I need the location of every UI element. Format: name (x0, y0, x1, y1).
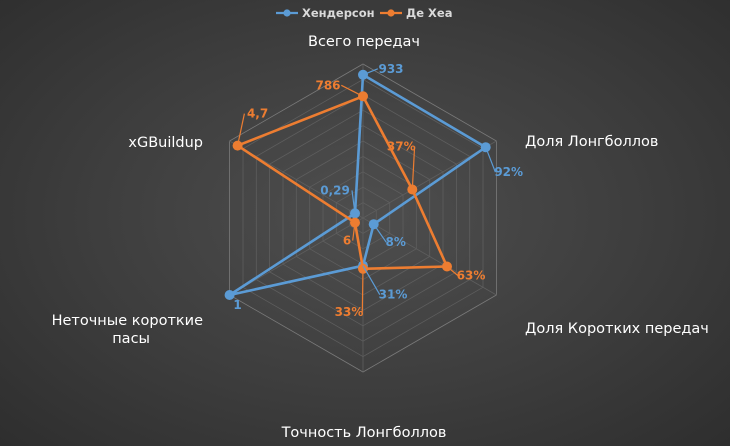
legend-item: Де Хеа (380, 6, 452, 20)
data-label: 92% (494, 165, 523, 179)
legend-label: Де Хеа (406, 6, 452, 20)
leader-line (361, 268, 364, 312)
axis-label: Точность Лонгболлов (281, 425, 447, 441)
legend-marker (387, 9, 395, 17)
axis-label: Всего передач (308, 34, 420, 50)
data-label: 31% (379, 288, 408, 302)
axis-label: Неточные короткие пасы (52, 313, 204, 347)
leader-line (411, 146, 416, 190)
radar-series-layer (224, 69, 491, 300)
data-label: 933 (378, 62, 403, 76)
axis-label: Доля Лонгболлов (525, 134, 658, 150)
leader-line (237, 113, 245, 146)
chart-legend: Хендерсон Де Хеа (276, 6, 452, 20)
axis-label: Доля Коротких передач (525, 321, 709, 337)
data-label: 37% (387, 140, 416, 154)
leader-line (446, 266, 459, 276)
data-label: 4,7 (247, 107, 268, 121)
series-marker-0 (224, 290, 235, 300)
radar-data-labels: 933 92% 8% 31% 1 0,29 786 37% 63% 33% 6 4,7 (233, 62, 523, 319)
axis-spoke (362, 217, 497, 296)
leader-line (341, 84, 364, 97)
radar-grid (229, 63, 497, 373)
leader-line (351, 190, 356, 214)
legend-item: Хендерсон (276, 6, 375, 20)
leader-line (362, 68, 379, 76)
axis-label: xGBuildup (128, 135, 203, 151)
data-label: 8% (386, 235, 406, 249)
axis-spoke (229, 217, 364, 296)
data-label: 6 (343, 234, 351, 248)
leader-line (373, 223, 387, 243)
data-label: 1 (233, 298, 241, 312)
leader-line (485, 146, 496, 173)
leader-line (362, 265, 381, 296)
data-label: 0,29 (320, 183, 350, 197)
radar-axis-labels: Всего передач Доля Лонгболлов Доля Коротки… (52, 34, 709, 441)
legend-label: Хендерсон (302, 6, 375, 20)
data-label: 33% (335, 305, 364, 319)
data-label: 786 (315, 78, 340, 92)
leader-line (352, 222, 356, 241)
data-label: 63% (457, 269, 486, 283)
legend-marker (283, 9, 291, 17)
